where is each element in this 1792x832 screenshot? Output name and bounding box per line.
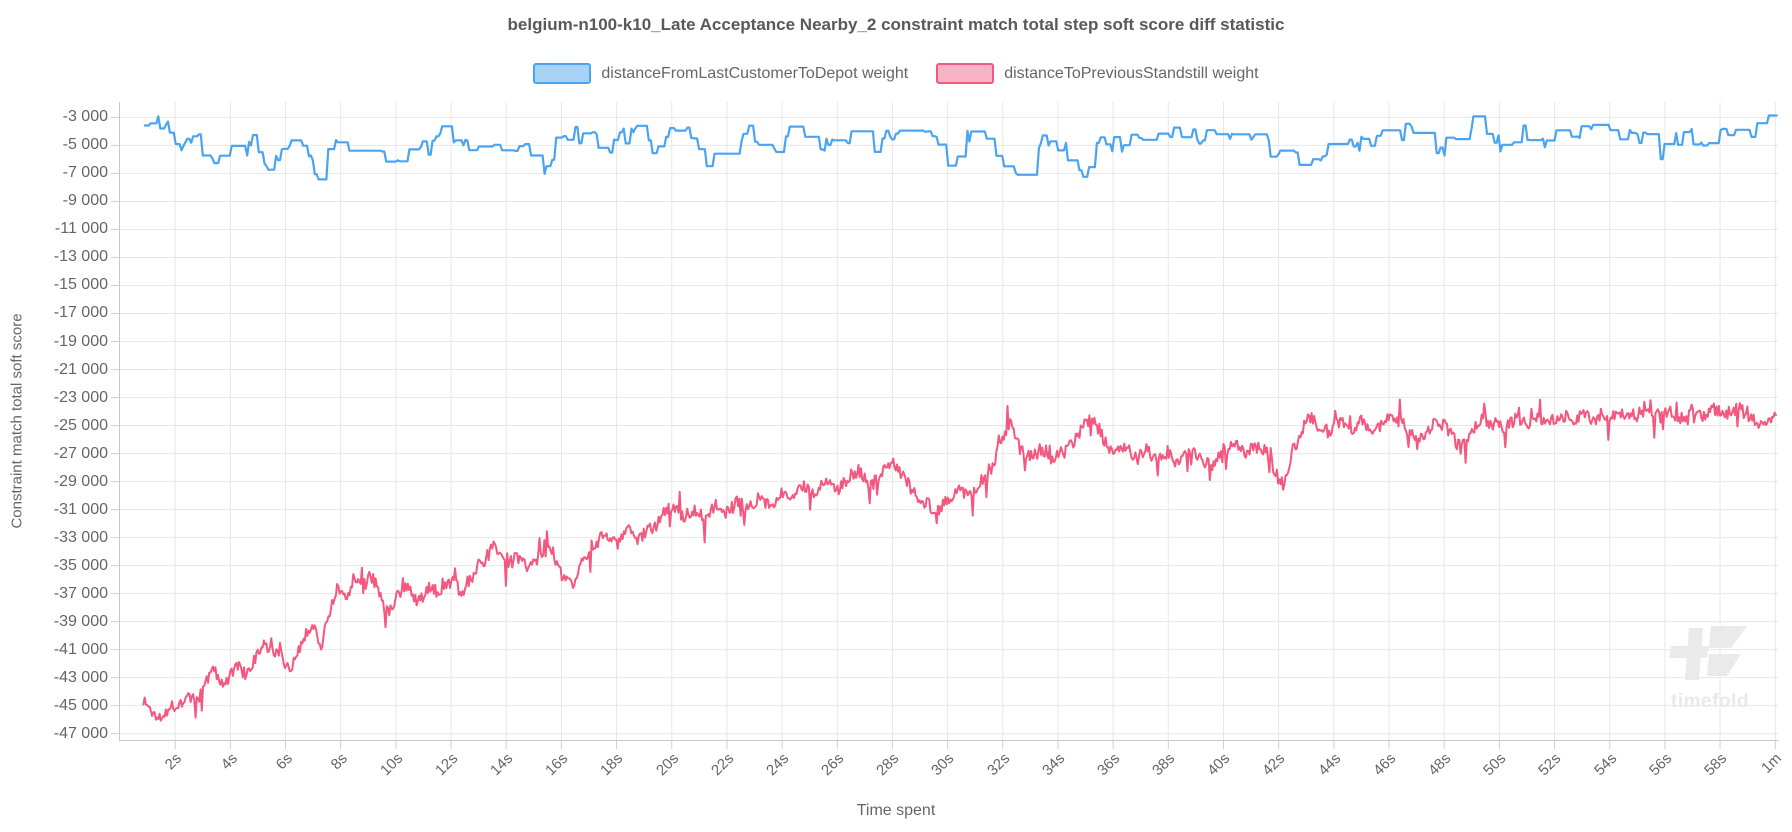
y-tick-label: -11 000 [54, 220, 108, 238]
y-tick-label: -17 000 [53, 304, 108, 322]
series-line [143, 114, 1778, 181]
series-line [142, 398, 1777, 722]
y-tick-label: -43 000 [53, 668, 108, 686]
y-tick-label: -31 000 [53, 500, 108, 518]
y-tick-label: -7 000 [62, 164, 108, 182]
y-tick-label: -29 000 [53, 472, 108, 490]
y-tick-label: -39 000 [53, 612, 108, 630]
y-tick-label: -3 000 [62, 108, 108, 126]
legend-item-distance-from-last-customer-to-depot[interactable]: distanceFromLastCustomerToDepot weight [533, 63, 908, 84]
legend-item-distance-to-previous-standstill[interactable]: distanceToPreviousStandstill weight [936, 63, 1259, 84]
timefold-watermark: timefold [1652, 626, 1768, 713]
y-tick-label: -37 000 [53, 584, 108, 602]
y-tick-label: -13 000 [53, 248, 108, 266]
timefold-logo-icon [1669, 626, 1747, 680]
legend-swatch-pink-icon [936, 63, 995, 84]
y-tick-label: -35 000 [53, 556, 108, 574]
y-tick-label: -27 000 [53, 444, 108, 462]
legend: distanceFromLastCustomerToDepot weight d… [0, 63, 1792, 84]
watermark-text: timefold [1671, 691, 1749, 712]
legend-swatch-blue-icon [533, 63, 592, 84]
y-tick-label: -21 000 [53, 360, 108, 378]
y-tick-label: -5 000 [62, 136, 108, 154]
chart-title: belgium-n100-k10_Late Acceptance Nearby_… [507, 15, 1285, 34]
y-tick-label: -47 000 [53, 724, 108, 742]
y-tick-label: -25 000 [53, 416, 108, 434]
y-tick-label: -9 000 [62, 192, 108, 210]
y-tick-label: -19 000 [53, 332, 108, 350]
x-axis-title: Time spent [856, 802, 936, 819]
y-tick-label: -15 000 [53, 276, 108, 294]
y-tick-label: -41 000 [53, 640, 108, 658]
legend-label: distanceFromLastCustomerToDepot weight [601, 64, 909, 82]
y-tick-label: -45 000 [53, 696, 108, 714]
legend-label: distanceToPreviousStandstill weight [1004, 64, 1259, 82]
y-tick-label: -33 000 [53, 528, 108, 546]
y-tick-label: -23 000 [53, 388, 108, 406]
